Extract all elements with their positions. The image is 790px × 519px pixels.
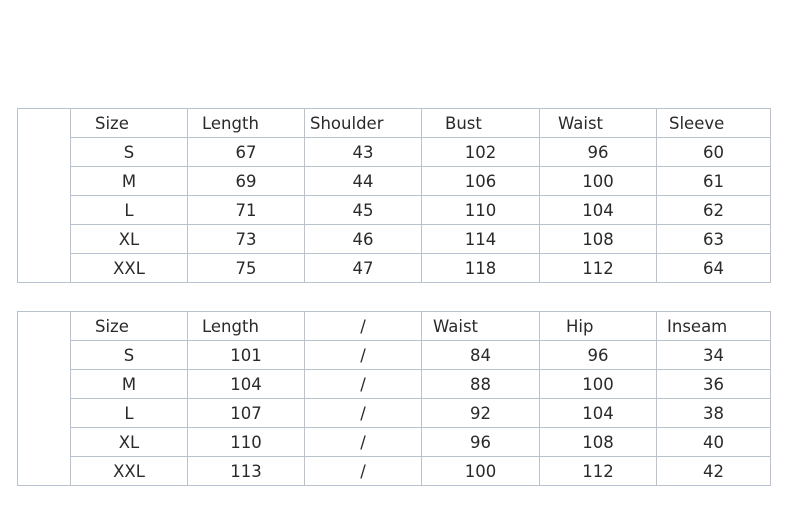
table-cell: XL bbox=[70, 427, 188, 457]
table-cell: 102 bbox=[421, 137, 540, 167]
table-cell: 42 bbox=[656, 456, 771, 486]
header-row: Size Length / Waist Hip Inseam bbox=[17, 311, 771, 486]
table-row: XL 73 46 114 108 63 bbox=[18, 224, 771, 254]
column-header: Length bbox=[187, 108, 305, 138]
table-cell: XXL bbox=[70, 253, 188, 283]
table-cell: / bbox=[304, 369, 422, 399]
table-cell: 67 bbox=[187, 137, 305, 167]
table-cell: 114 bbox=[421, 224, 540, 254]
table-row: S 101/84 96 34 bbox=[18, 340, 771, 370]
table-cell: 101 bbox=[187, 340, 305, 370]
table-row: M 104/88 100 36 bbox=[18, 369, 771, 399]
table-row: L 107/92 104 38 bbox=[18, 398, 771, 428]
table-cell: 38 bbox=[656, 398, 771, 428]
bottom-size-chart-table: Size Length / Waist Hip Inseam S 101/84 96 34 M 104… bbox=[17, 311, 771, 486]
table-cell: 43 bbox=[304, 137, 422, 167]
table-cell: 88 bbox=[421, 369, 540, 399]
column-header: Shoulder bbox=[304, 108, 422, 138]
table-row: S 67 43 102 96 60 bbox=[18, 137, 771, 167]
table-cell: / bbox=[304, 427, 422, 457]
table-cell: 61 bbox=[656, 166, 771, 196]
table-cell: L bbox=[70, 398, 188, 428]
header-row: Size Length Shoulder Bust Waist Sleeve bbox=[17, 108, 771, 283]
table-cell: / bbox=[304, 340, 422, 370]
column-header: Length bbox=[187, 311, 305, 341]
table-cell: 96 bbox=[539, 340, 657, 370]
table-cell: 45 bbox=[304, 195, 422, 225]
table-cell: 110 bbox=[421, 195, 540, 225]
table-cell: 118 bbox=[421, 253, 540, 283]
table-cell: 34 bbox=[656, 340, 771, 370]
table-cell: 108 bbox=[539, 427, 657, 457]
table-cell: 96 bbox=[421, 427, 540, 457]
table-cell: 46 bbox=[304, 224, 422, 254]
top-size-chart-table: Size Length Shoulder Bust Waist Sleeve S 67 43 10… bbox=[17, 108, 771, 283]
table-cell: 71 bbox=[187, 195, 305, 225]
table-cell: 112 bbox=[539, 253, 657, 283]
table-cell: 107 bbox=[187, 398, 305, 428]
column-header: Size bbox=[70, 108, 188, 138]
table-cell: 73 bbox=[187, 224, 305, 254]
column-header: Sleeve bbox=[656, 108, 771, 138]
table-cell: 40 bbox=[656, 427, 771, 457]
table-cell: 110 bbox=[187, 427, 305, 457]
table-row: XXL 113/100 112 42 bbox=[18, 456, 771, 486]
table-cell: 75 bbox=[187, 253, 305, 283]
table-cell: 64 bbox=[656, 253, 771, 283]
column-header: Inseam bbox=[656, 311, 771, 341]
table-row: L 71 45 110 104 62 bbox=[18, 195, 771, 225]
table-cell: M bbox=[70, 369, 188, 399]
table-cell: 100 bbox=[539, 166, 657, 196]
table-row: XL 110/96 108 40 bbox=[18, 427, 771, 457]
table-cell: 63 bbox=[656, 224, 771, 254]
table-cell: S bbox=[70, 137, 188, 167]
table-cell: 60 bbox=[656, 137, 771, 167]
table-cell: 69 bbox=[187, 166, 305, 196]
table-cell: 112 bbox=[539, 456, 657, 486]
table-cell: XXL bbox=[70, 456, 188, 486]
column-header: Size bbox=[70, 311, 188, 341]
table-cell: 62 bbox=[656, 195, 771, 225]
table-cell: 104 bbox=[539, 195, 657, 225]
table-cell: S bbox=[70, 340, 188, 370]
column-header: Waist bbox=[539, 108, 657, 138]
table-row: XXL 75 47 118 112 64 bbox=[18, 253, 771, 283]
table-cell: / bbox=[304, 456, 422, 486]
image-column bbox=[17, 108, 71, 283]
table-cell: 106 bbox=[421, 166, 540, 196]
table-cell: / bbox=[304, 398, 422, 428]
table-cell: 92 bbox=[421, 398, 540, 428]
table-cell: 96 bbox=[539, 137, 657, 167]
table-cell: 44 bbox=[304, 166, 422, 196]
table-cell: 108 bbox=[539, 224, 657, 254]
table-cell: 36 bbox=[656, 369, 771, 399]
table-cell: 104 bbox=[187, 369, 305, 399]
column-header: / bbox=[304, 311, 422, 341]
column-header: Bust bbox=[421, 108, 540, 138]
column-header: Waist bbox=[421, 311, 540, 341]
table-cell: XL bbox=[70, 224, 188, 254]
table-cell: 100 bbox=[539, 369, 657, 399]
table-cell: 113 bbox=[187, 456, 305, 486]
column-header: Hip bbox=[539, 311, 657, 341]
table-row: M 69 44 106 100 61 bbox=[18, 166, 771, 196]
image-column bbox=[17, 311, 71, 486]
table-cell: 100 bbox=[421, 456, 540, 486]
table-cell: 104 bbox=[539, 398, 657, 428]
table-cell: 84 bbox=[421, 340, 540, 370]
table-cell: L bbox=[70, 195, 188, 225]
table-cell: 47 bbox=[304, 253, 422, 283]
table-cell: M bbox=[70, 166, 188, 196]
